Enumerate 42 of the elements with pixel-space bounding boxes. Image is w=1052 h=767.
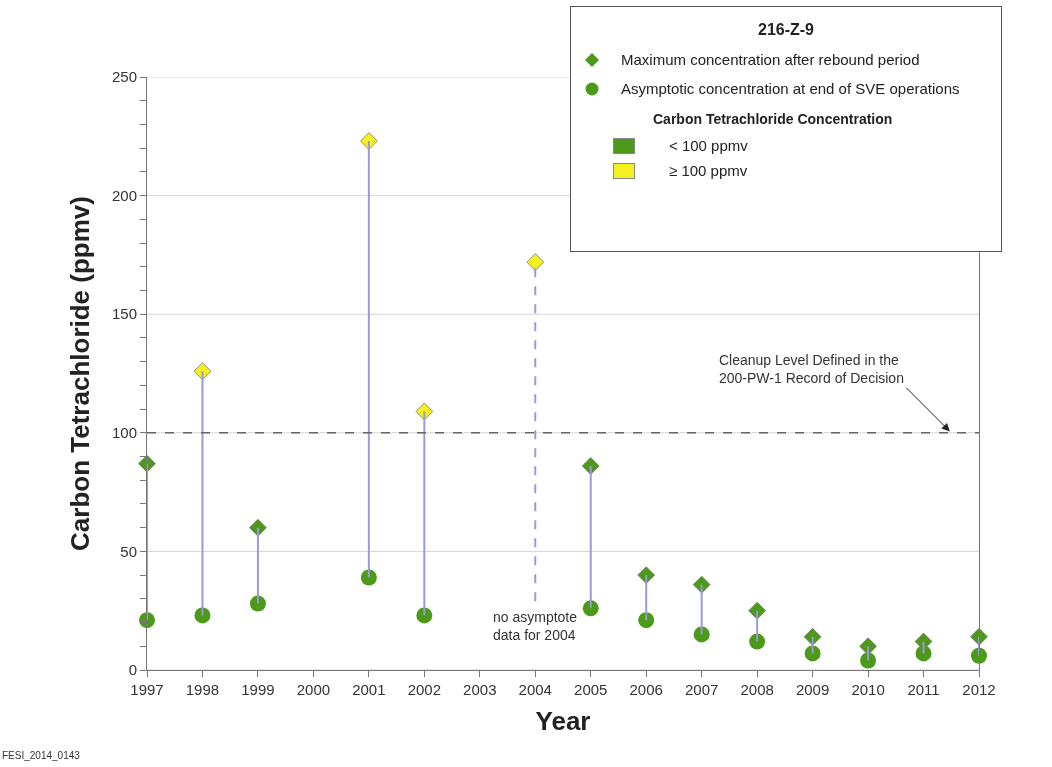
x-tick-label: 2010 bbox=[851, 681, 885, 698]
point bbox=[582, 600, 599, 617]
x-tick-label: 2007 bbox=[684, 681, 719, 698]
y-tick-label: 200 bbox=[111, 186, 137, 204]
annotation: no asymptote data for 2004 bbox=[493, 609, 578, 644]
point bbox=[749, 633, 766, 650]
x-tick-label: 2002 bbox=[407, 681, 442, 698]
y-tick-label: 0 bbox=[128, 661, 137, 679]
point bbox=[860, 652, 877, 669]
text: FESI_2014_0143 bbox=[2, 750, 80, 761]
x-tick-label: 2006 bbox=[629, 681, 663, 698]
x-tick-label: 2011 bbox=[907, 681, 940, 698]
y-tick-label: 250 bbox=[111, 68, 137, 86]
ref-line-label: Cleanup Level Defined in the 200-PW-1 Record of Decision bbox=[719, 352, 904, 387]
y-tick-label: 150 bbox=[111, 305, 137, 323]
x-tick-label: 2005 bbox=[574, 681, 608, 698]
x-tick-label: 2008 bbox=[740, 681, 774, 698]
y-axis-title: Carbon Tetrachloride (ppmv) bbox=[65, 196, 96, 551]
legend-title: 216-Z-9 bbox=[757, 21, 815, 39]
point bbox=[249, 595, 266, 612]
point bbox=[194, 607, 211, 624]
point bbox=[526, 253, 545, 271]
x-tick-label: 2000 bbox=[296, 681, 331, 698]
x-tick-label: 2009 bbox=[795, 681, 830, 698]
x-tick-label: 2004 bbox=[518, 681, 552, 698]
legend-label: Asymptotic concentration at end of SVE operations bbox=[621, 80, 960, 97]
x-tick-label: 1999 bbox=[241, 681, 275, 698]
x-tick-label: 1998 bbox=[185, 681, 220, 698]
point bbox=[970, 627, 988, 646]
x-axis-title: Year bbox=[535, 705, 591, 736]
annotation: < 100 ppmv bbox=[669, 137, 748, 154]
point bbox=[638, 612, 655, 629]
point bbox=[360, 569, 377, 586]
legend-label: Maximum concentration after rebound period bbox=[621, 51, 920, 68]
x-tick-label: 2012 bbox=[962, 681, 996, 698]
x-tick-label: 1997 bbox=[130, 681, 164, 698]
x-tick-label: 2001 bbox=[352, 681, 386, 698]
annotation: ≥ 100 ppmv bbox=[669, 162, 748, 179]
x-tick-label: 2003 bbox=[463, 681, 497, 698]
annotation: Carbon Tetrachloride Concentration bbox=[653, 111, 894, 127]
y-tick-label: 100 bbox=[111, 424, 137, 442]
y-tick-label: 50 bbox=[120, 542, 137, 560]
